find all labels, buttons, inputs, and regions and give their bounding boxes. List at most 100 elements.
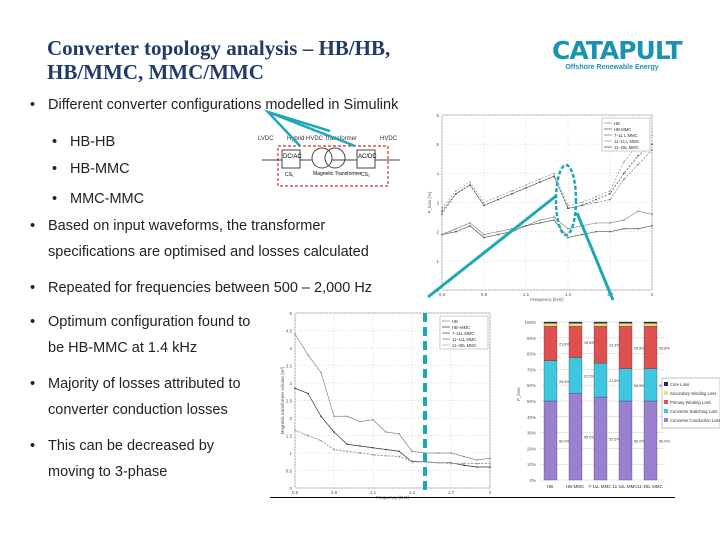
data-point xyxy=(450,452,452,454)
data-point xyxy=(525,225,527,227)
data-point xyxy=(567,207,569,210)
converter-cs1-type: DC/AC xyxy=(283,154,302,160)
bullet-text: HB-MMC xyxy=(70,161,130,177)
data-point xyxy=(450,462,452,465)
y-tick-label: 4 xyxy=(436,171,439,176)
y-tick-label: 1 xyxy=(289,451,292,456)
legend-label: 7–11 L MMC xyxy=(614,133,638,138)
diagram-middle-label: Magnetic Transformer xyxy=(313,171,362,177)
bullet-dot: • xyxy=(30,280,36,296)
bar-segment xyxy=(568,357,583,394)
y-tick-label: 60% xyxy=(527,383,536,388)
bullet-text: Repeated for frequencies between 500 – 2… xyxy=(48,280,373,296)
x-tick-label: 1.4 xyxy=(409,490,416,495)
series-line xyxy=(294,387,490,468)
y-tick-label: 2 xyxy=(436,230,439,235)
data-point xyxy=(398,450,400,453)
bar-segment xyxy=(593,396,608,481)
bar-value-label: 20.5% xyxy=(634,384,645,388)
data-point xyxy=(609,230,611,233)
bar-value-label: 50.0% xyxy=(634,440,645,444)
data-point xyxy=(294,387,296,390)
data-point xyxy=(567,227,569,230)
data-point xyxy=(511,192,513,195)
data-point xyxy=(483,236,485,239)
legend-label: 11–25L MMC xyxy=(452,343,477,348)
x-tick-label: 0.8 xyxy=(481,292,488,297)
y-tick-label: 5 xyxy=(436,142,439,147)
data-point xyxy=(497,195,499,198)
data-point xyxy=(511,190,513,192)
data-point xyxy=(609,198,611,201)
bullet-item: • HB-HB xyxy=(52,129,115,155)
data-point xyxy=(441,207,443,210)
data-point xyxy=(437,452,439,454)
data-point xyxy=(637,155,639,157)
data-point xyxy=(497,233,499,236)
y-tick-label: 1 xyxy=(436,259,439,264)
bar-segment xyxy=(543,360,558,402)
x-tick-label: 0.5 xyxy=(292,490,299,495)
bar-segment xyxy=(593,323,608,327)
series-line xyxy=(441,149,653,215)
data-point xyxy=(307,434,309,437)
bar-value-label: 26.8% xyxy=(634,346,645,350)
data-point xyxy=(595,198,597,201)
bar-segment xyxy=(543,321,558,324)
data-point xyxy=(539,181,541,183)
data-point xyxy=(609,190,611,192)
data-point xyxy=(595,195,597,198)
bar-value-label: 21.8% xyxy=(559,342,570,346)
data-point xyxy=(441,233,443,236)
x-tick-label: HB xyxy=(547,484,553,489)
x-tick-label: 1.1 xyxy=(370,490,377,495)
data-point xyxy=(320,415,322,418)
bullet-item: • Repeated for frequencies between 500 – … xyxy=(30,275,373,301)
data-point xyxy=(411,450,413,453)
x-tick-label: 1.7 xyxy=(448,490,455,495)
transformer-coil-icon xyxy=(324,147,346,169)
data-point xyxy=(651,149,653,151)
data-point xyxy=(483,204,485,207)
y-tick-label: 5 xyxy=(289,311,292,316)
y-tick-label: 40% xyxy=(527,415,536,420)
data-point xyxy=(483,201,485,204)
data-point xyxy=(441,213,443,215)
bar-value-label: 55.0% xyxy=(584,436,595,440)
bullet-item: • Majority of losses attributed to convert… xyxy=(30,371,241,423)
data-point xyxy=(455,192,457,195)
footer-divider xyxy=(270,497,675,498)
data-point xyxy=(623,172,625,175)
catapult-logo: CATAPULT Offshore Renewable Energy xyxy=(552,36,683,72)
bullet-item: • Different converter configurations mode… xyxy=(30,92,399,118)
annotation-arrow xyxy=(427,194,557,299)
y-tick-label: 6 xyxy=(436,113,439,118)
x-tick-label: HB-MMC xyxy=(566,484,585,489)
y-tick-label: 4 xyxy=(289,346,292,351)
y-tick-label: 80% xyxy=(527,352,536,357)
y-tick-label: 2 xyxy=(289,416,292,421)
bar-value-label: 19.8% xyxy=(584,341,595,345)
data-point xyxy=(346,415,348,418)
bar-segment xyxy=(593,326,608,364)
data-point xyxy=(651,213,653,215)
line-chart-1: 00.511.522.533.544.550.50.81.11.41.72Fre… xyxy=(280,311,492,500)
data-point xyxy=(463,464,465,467)
data-point xyxy=(497,198,499,201)
legend-label: HB xyxy=(452,319,458,324)
data-point xyxy=(476,462,478,465)
x-tick-label: 0.8 xyxy=(331,490,338,495)
bullet-text: Different converter configurations model… xyxy=(48,97,399,113)
y-axis-label: Magnetic transformer volume (m³) xyxy=(280,366,285,434)
y-tick-label: 1.5 xyxy=(286,434,293,439)
data-point xyxy=(525,187,527,189)
bar-value-label: 21.5% xyxy=(609,379,620,383)
y-tick-label: 50% xyxy=(527,399,536,404)
bullet-dot: • xyxy=(30,376,36,392)
data-point xyxy=(398,455,400,458)
data-point xyxy=(346,450,348,453)
data-point xyxy=(595,222,597,224)
bullet-dot: • xyxy=(30,97,36,113)
x-axis-label: Frequency (kHz) xyxy=(530,297,564,302)
legend-label: Primary Winding Loss xyxy=(670,400,711,405)
